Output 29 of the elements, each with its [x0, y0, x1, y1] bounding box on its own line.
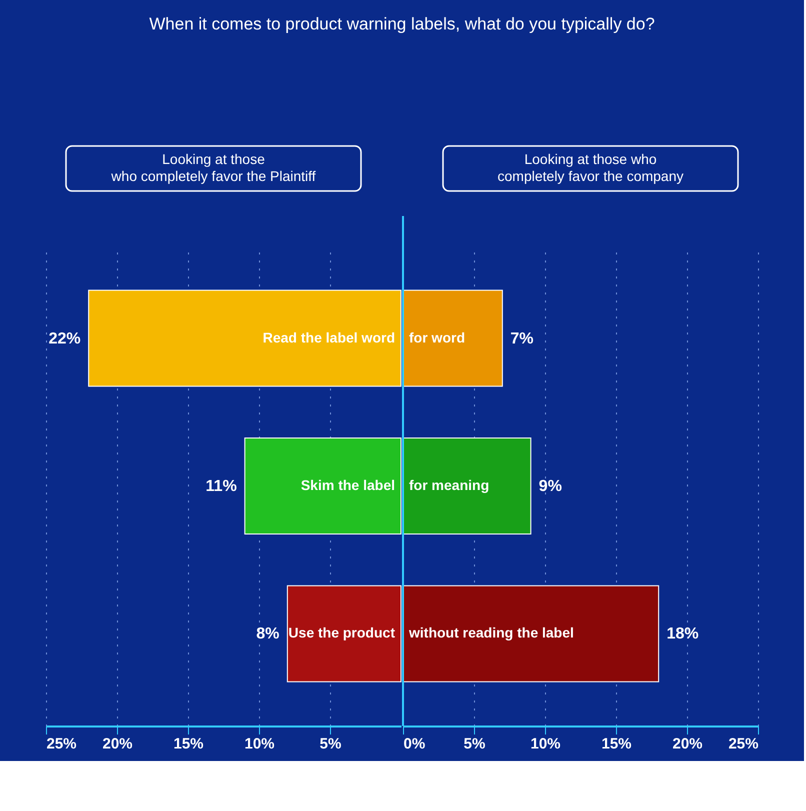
data-label: 7% [510, 330, 534, 348]
x-tick-label: 5% [320, 736, 342, 752]
x-tick-label: 25% [46, 736, 77, 752]
text: Looking at those who completely favor the Plaintiff [110, 151, 316, 184]
data-label: 9% [538, 478, 562, 495]
x-tick-label: 10% [244, 736, 275, 752]
y-tick-label: for word [409, 329, 465, 346]
x-tick-label: 15% [173, 736, 204, 752]
text: Looking at those who completely favor the company [498, 151, 684, 184]
x-tick-label: 10% [530, 736, 561, 752]
data-label: 22% [48, 330, 81, 348]
x-tick-label: 20% [672, 736, 703, 752]
data-label: 11% [206, 478, 237, 495]
y-tick-label: Skim the label [300, 477, 395, 493]
x-tick-label: 15% [601, 736, 632, 752]
y-tick-label: without reading the label [408, 624, 574, 641]
x-tick-label: 25% [728, 736, 758, 752]
y-tick-label: Read the label word [262, 329, 395, 346]
data-label: 8% [256, 626, 280, 643]
x-tick-label: 20% [102, 736, 133, 752]
y-tick-label: for meaning [409, 477, 490, 493]
data-label: 18% [666, 626, 699, 643]
x-tick-label: 5% [464, 736, 486, 752]
bar [244, 438, 402, 534]
bar [286, 585, 402, 682]
chart-title: When it comes to product warning labels, what do you typically do? [149, 14, 655, 34]
y-tick-label: Use the product [288, 624, 396, 641]
x-tick-label: 0% [404, 736, 426, 752]
bar [88, 290, 402, 387]
